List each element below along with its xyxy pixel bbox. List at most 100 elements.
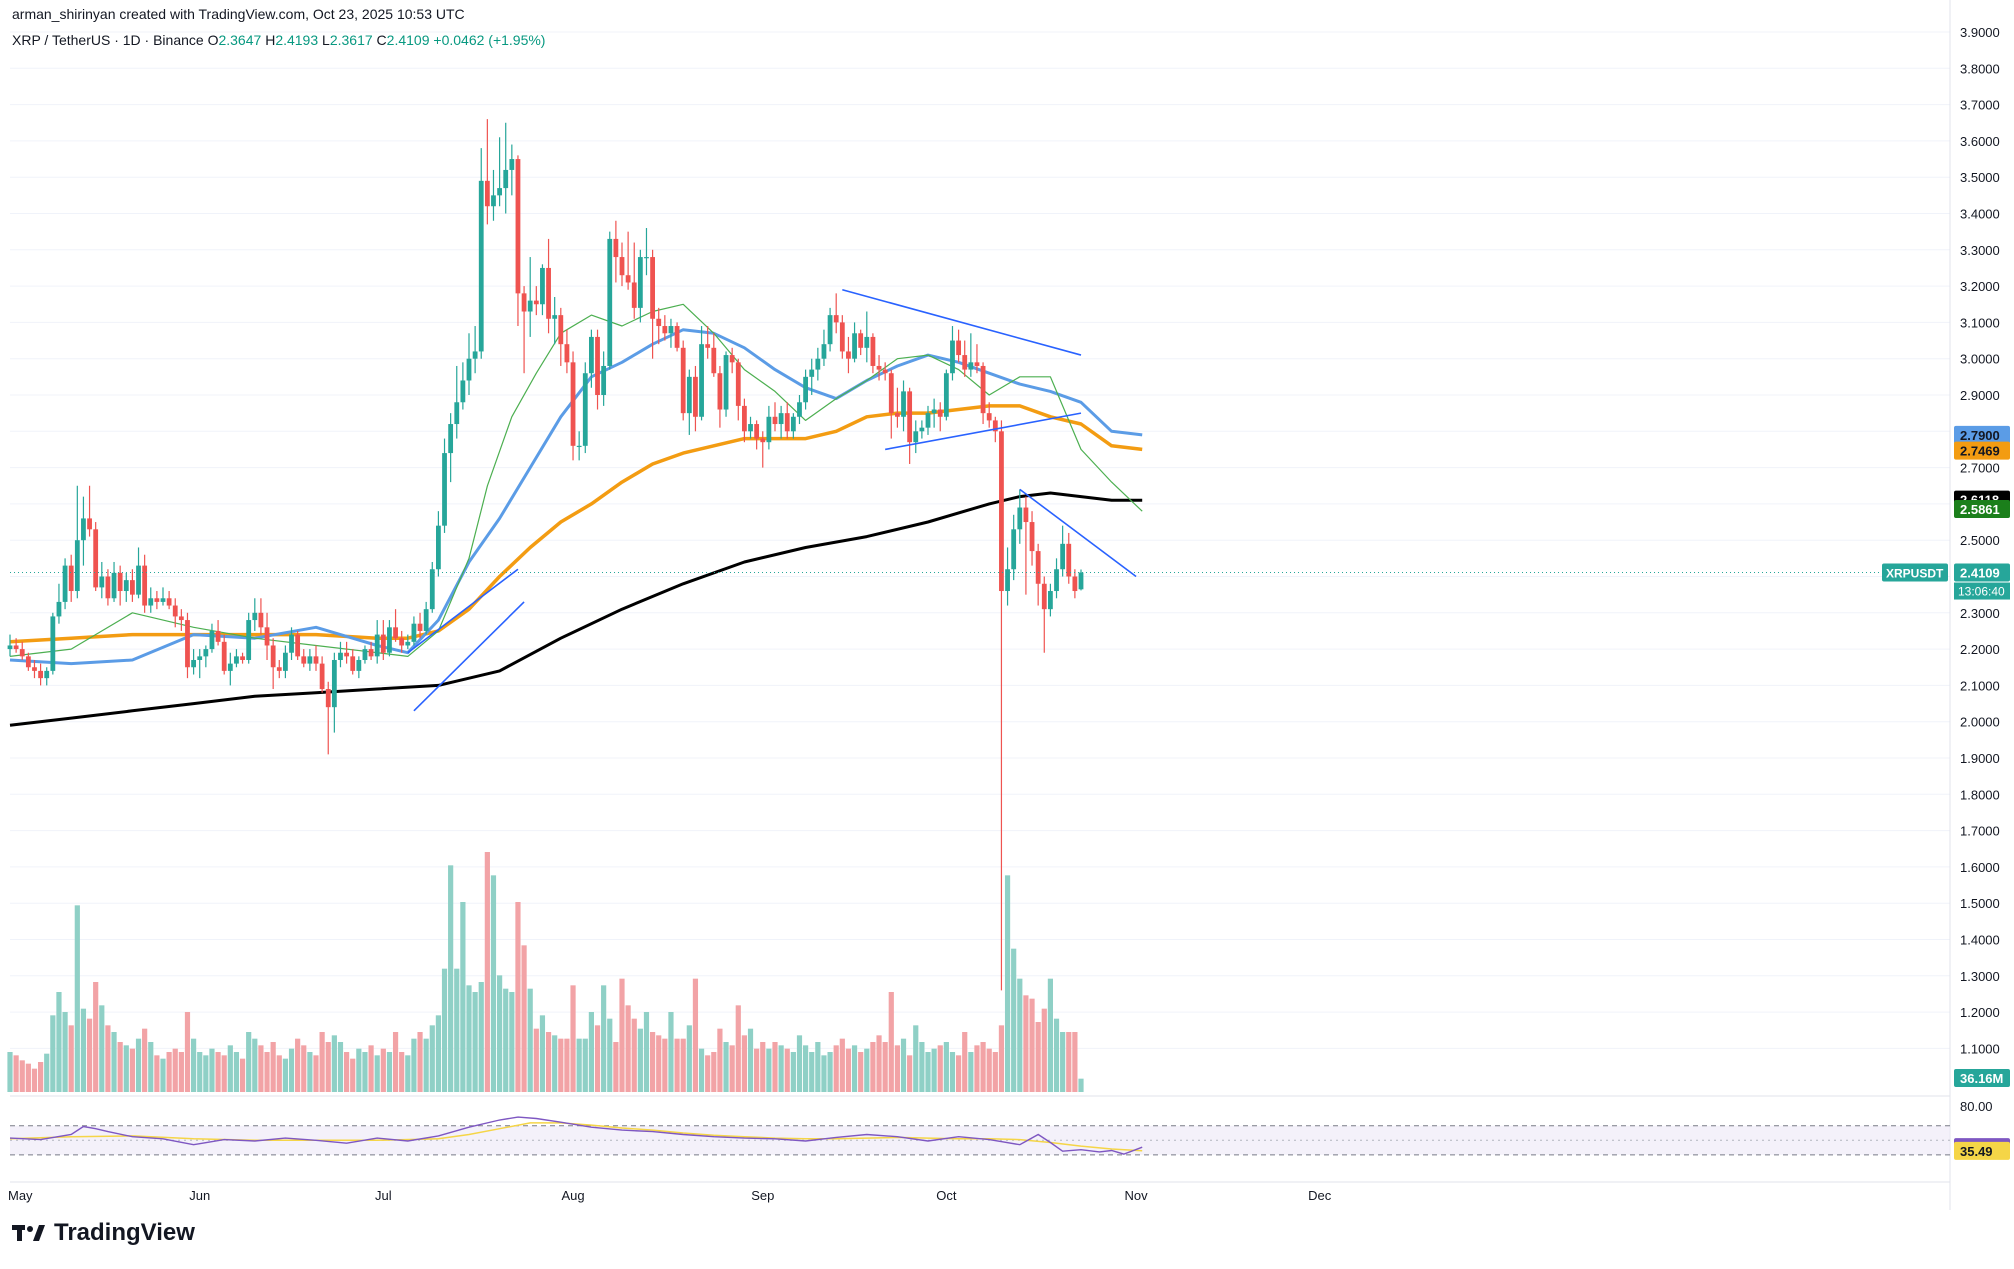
candle-body [454,402,460,425]
volume-bar [478,982,484,1092]
volume-bar [858,1052,864,1092]
trendlines[interactable] [407,288,1137,712]
volume-bar [129,1048,135,1092]
candle-body [62,565,68,602]
price-axis[interactable]: 3.9000 3.8000 3.7000 3.6000 3.5000 3.4000 3.30… [1882,25,2010,1160]
symbol-tag-text: XRPUSDT [1886,567,1944,581]
volume-bar [968,1052,974,1092]
volume-bar [625,1005,631,1092]
price-tick-label: 1.4000 [1960,933,2000,948]
candle-body [1011,529,1017,570]
ma-price-tag-bg [1954,441,2010,460]
trendline[interactable] [842,288,1082,356]
volume-bar [754,1048,760,1092]
volume-bar [50,1015,56,1092]
volume-bar [233,1052,240,1092]
candle-body [521,293,527,312]
candle-body [846,351,851,359]
price-tick-label: 1.6000 [1960,860,2000,875]
ma-price-tag[interactable]: 2.5861 [1954,499,2010,518]
candle-body [387,627,392,653]
tradingview-brand[interactable]: TradingView [12,1219,195,1247]
price-tick-label: 3.6000 [1960,134,2000,149]
candle-body [136,565,141,595]
symbol-legend[interactable]: XRP / TetherUS · 1D · Binance O2.3647 H2… [12,32,545,48]
candle-body [301,656,307,664]
volume-tag-text: 36.16M [1960,1071,2003,1086]
volume-bar [1011,948,1017,1092]
candle-body [130,580,135,595]
volume-bar [105,1025,111,1092]
candle-body [1017,507,1023,530]
trendline[interactable] [413,601,525,712]
last-price-tag-text: 2.4109 [1960,566,2000,581]
candle-body [852,333,857,359]
candle-body [968,362,974,370]
candle-body [833,315,839,323]
candle-body [1054,569,1059,592]
time-axis[interactable]: May Jun Jul Aug Sep Oct Nov Dec [8,1188,1332,1203]
volume-bar [142,1028,148,1092]
price-tick-label: 1.3000 [1960,969,2000,984]
candle-body [919,427,925,432]
volume-bar [692,978,699,1092]
volume-bar [619,978,625,1092]
candle-body [980,365,986,414]
volume-bar [301,1045,307,1092]
candle-body [546,267,551,319]
candle-body [111,572,117,599]
candle-body [552,315,558,319]
price-tick-label: 3.9000 [1960,25,2000,40]
candle-body [876,365,882,370]
time-tick-label: Jun [189,1188,210,1203]
candle-body [99,576,105,588]
last-price-tag[interactable]: 2.4109 [1954,563,2010,582]
volume-bar [380,1048,386,1092]
trendline[interactable] [885,412,1082,451]
volume-bar [851,1045,858,1092]
volume-bar [845,1048,852,1092]
candles [7,119,1950,991]
price-tick-label: 1.1000 [1960,1041,2000,1056]
candle-body [956,340,961,356]
volume-bar [31,1068,38,1092]
candle-body [1072,576,1078,592]
ma-price-tag[interactable]: 2.7469 [1954,441,2010,460]
candle-body [148,598,154,606]
price-tick-label: 2.0000 [1960,715,2000,730]
volume-bar [337,1042,344,1092]
candle-body [270,645,276,668]
volume-bar [386,1052,393,1092]
volume-bar [417,1032,423,1092]
candle-body [160,598,166,602]
trendline[interactable] [1019,488,1137,578]
volume-bar [613,1042,619,1092]
volume-bar [637,1028,643,1092]
candle-body [821,344,827,359]
candle-body [93,529,99,588]
volume-bar [56,992,62,1092]
volume-bar [405,1055,411,1092]
volume-bar [1066,1032,1072,1092]
candle-body [503,169,509,189]
candle-body [950,340,955,374]
candle-body [631,282,637,308]
volume-bar [539,1015,546,1092]
candle-body [772,416,778,425]
volume-bar [497,975,503,1092]
rsi-pane [9,1116,1950,1156]
ma-price-tag[interactable]: 2.7900 [1954,425,2010,444]
volume-bar [282,1058,288,1092]
candle-body [38,670,43,679]
trendline[interactable] [407,568,519,654]
candle-body [662,326,668,334]
volume-tag[interactable]: 36.16M [1954,1069,2010,1087]
symbol-tag[interactable]: XRPUSDT [1882,563,1948,582]
rsi-ma-tag[interactable]: 35.49 [1954,1141,2010,1160]
price-tick-label: 1.5000 [1960,896,2000,911]
volume-bar [191,1038,197,1092]
price-tick-label: 3.3000 [1960,243,2000,258]
volume-bar [956,1055,962,1092]
candle-body [711,347,717,374]
